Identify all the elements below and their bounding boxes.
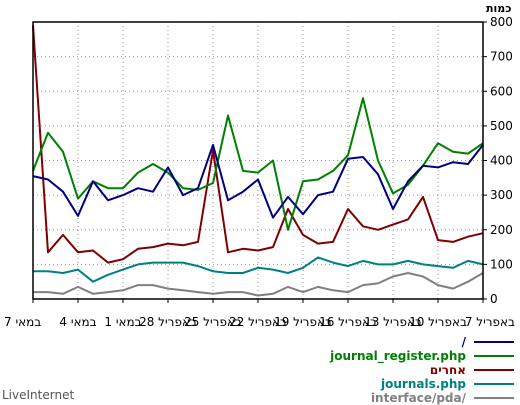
brand-label: LiveInternet <box>2 388 74 402</box>
x-tick-label: 25 באפריל <box>184 315 242 329</box>
y-tick-label: 100 <box>490 257 513 271</box>
x-tick-label: 4 במאי <box>59 315 96 329</box>
legend-label: journal_register.php <box>329 349 466 364</box>
legend: /journal_register.phpאחריםjournals.phpin… <box>329 335 514 405</box>
x-tick-label: 22 באפריל <box>229 315 287 329</box>
grid <box>33 22 483 299</box>
series-line <box>32 97 484 231</box>
y-tick-label: 200 <box>490 223 513 237</box>
series-line <box>33 272 484 297</box>
legend-label: journals.php <box>380 377 466 391</box>
series-line <box>32 143 484 219</box>
x-tick-label: 16 באפריל <box>319 315 377 329</box>
legend-label: interface/pda/ <box>371 391 467 405</box>
y-tick-label: 400 <box>490 154 513 168</box>
series-layer <box>32 25 484 297</box>
legend-label: / <box>462 335 467 349</box>
y-tick-label: 300 <box>490 188 513 202</box>
y-tick-label: 700 <box>490 50 513 64</box>
y-axis-label: כמות <box>486 2 511 15</box>
y-tick-label: 800 <box>490 15 513 29</box>
legend-label: אחרים <box>430 363 466 377</box>
x-tick-label: 7 באפריל <box>465 315 515 329</box>
y-tick-label: 0 <box>490 292 498 306</box>
x-tick-label: 10 באפריל <box>409 315 467 329</box>
x-tick-label: 19 באפריל <box>274 315 332 329</box>
y-ticks: 0 100 200 300 400 500 600 700 800 <box>483 15 513 306</box>
x-tick-label: 7 במאי <box>4 315 41 329</box>
series-line <box>32 25 484 264</box>
y-tick-label: 600 <box>490 84 513 98</box>
x-tick-label: 1 במאי <box>104 315 141 329</box>
series-line <box>33 256 484 283</box>
x-tick-label: 28 באפריל <box>139 315 197 329</box>
y-tick-label: 500 <box>490 119 513 133</box>
x-tick-label: 13 באפריל <box>364 315 422 329</box>
